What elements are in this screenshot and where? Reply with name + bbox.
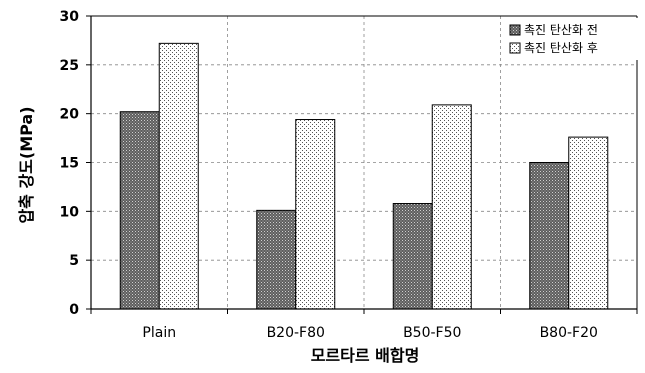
bar-before-Plain (119, 111, 160, 310)
bar-after-B80-F20 (568, 136, 609, 310)
y-tick-label-0: 0 (69, 302, 79, 318)
legend-swatch-before (509, 24, 521, 36)
x-tick-label-B80-F20: B80-F20 (540, 325, 598, 341)
tick-labels: Plain B20-F80 B50-F50 B80-F20 0 5 10 15 20 25 30 (60, 9, 598, 341)
legend-box (505, 18, 640, 60)
x-axis-title: 모르타르 배합명 (311, 346, 420, 365)
y-tick-label-20: 20 (60, 107, 80, 123)
y-tick-label-15: 15 (60, 156, 79, 172)
legend-label-after: 촉진 탄산화 후 (524, 41, 598, 55)
x-tick-label-B50-F50: B50-F50 (403, 325, 461, 341)
legend-swatch-after (509, 42, 521, 54)
bar-after-B20-F80 (295, 119, 336, 310)
y-tick-label-30: 30 (60, 9, 80, 25)
axes (86, 15, 638, 314)
y-tick-label-10: 10 (60, 204, 80, 220)
bar-before-B20-F80 (256, 209, 297, 310)
x-tick-label-Plain: Plain (142, 325, 176, 341)
legend: 촉진 탄산화 전 촉진 탄산화 후 (505, 18, 640, 60)
bar-before-B80-F20 (529, 162, 570, 310)
y-axis-title: 압축 강도(MPa) (17, 106, 36, 223)
legend-label-before: 촉진 탄산화 전 (524, 23, 598, 37)
y-tick-label-5: 5 (69, 253, 79, 269)
bar-after-Plain (158, 42, 199, 310)
y-tick-label-25: 25 (60, 58, 79, 74)
bar-after-B50-F50 (431, 104, 472, 310)
bars (119, 42, 609, 310)
bar-before-B50-F50 (392, 203, 433, 310)
x-tick-label-B20-F80: B20-F80 (267, 325, 325, 341)
